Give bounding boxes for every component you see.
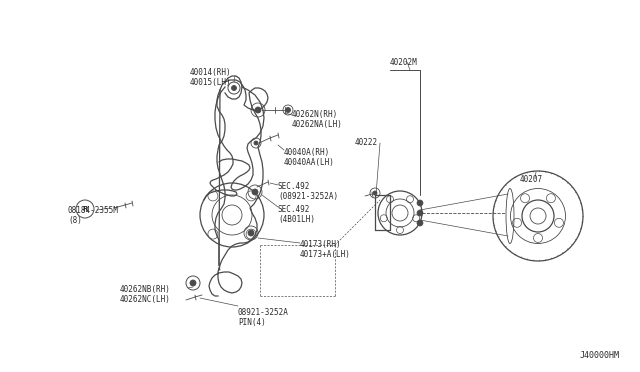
Circle shape	[285, 108, 291, 112]
Circle shape	[232, 86, 237, 90]
Text: 40207: 40207	[520, 175, 543, 184]
Circle shape	[417, 220, 423, 226]
Text: 40222: 40222	[355, 138, 378, 147]
Circle shape	[254, 141, 258, 145]
Text: 40262N(RH)
40262NA(LH): 40262N(RH) 40262NA(LH)	[292, 110, 343, 129]
Circle shape	[417, 210, 423, 216]
Text: 40040A(RH)
40040AA(LH): 40040A(RH) 40040AA(LH)	[284, 148, 335, 167]
Text: J40000HM: J40000HM	[580, 351, 620, 360]
Circle shape	[373, 191, 377, 195]
Text: SEC.492
(08921-3252A): SEC.492 (08921-3252A)	[278, 182, 338, 201]
Text: 40202M: 40202M	[390, 58, 418, 67]
Text: 40262NB(RH)
40262NC(LH): 40262NB(RH) 40262NC(LH)	[120, 285, 171, 304]
Circle shape	[248, 230, 254, 236]
Circle shape	[255, 107, 261, 113]
Circle shape	[252, 189, 258, 195]
Text: 08184-2355M
(8): 08184-2355M (8)	[68, 206, 119, 225]
Circle shape	[190, 280, 196, 286]
Text: 40173(RH)
40173+A(LH): 40173(RH) 40173+A(LH)	[300, 240, 351, 259]
Circle shape	[417, 200, 423, 206]
Text: 08921-3252A
PIN(4): 08921-3252A PIN(4)	[238, 308, 289, 327]
Text: 40014(RH)
40015(LH): 40014(RH) 40015(LH)	[190, 68, 232, 87]
Text: SEC.492
(4B01LH): SEC.492 (4B01LH)	[278, 205, 315, 224]
Text: R: R	[83, 206, 88, 212]
